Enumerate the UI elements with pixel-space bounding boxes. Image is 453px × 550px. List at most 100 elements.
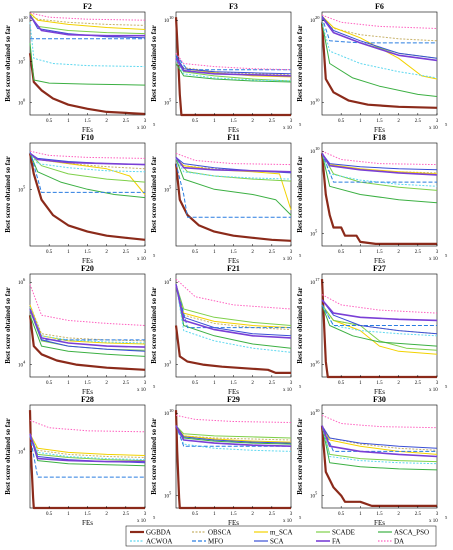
x-axis-label: FEs [228,126,239,134]
x-tick-label: 2.5 [415,250,422,255]
y-tick-exponent: 4 [23,360,26,365]
x-multiplier-exponent: 5 [153,253,156,258]
x-tick-label: 1.5 [376,381,383,386]
series-line-da [175,278,292,310]
x-tick-label: 1 [213,512,216,517]
x-tick-label: 2 [397,250,400,255]
series-line-acwoa [175,60,292,82]
series-line-fa [321,16,438,62]
y-tick-label: 10 [164,412,170,417]
plot-area [175,273,292,378]
x-tick-label: 0.5 [338,250,345,255]
x-tick-label: 2.5 [269,250,276,255]
series-line-mfo [321,304,437,326]
x-tick-label: 3 [290,250,293,255]
y-tick-label: 10 [310,19,316,24]
series-line-da [29,12,146,21]
y-tick-exponent: 5 [169,98,172,103]
legend-label: DA [394,538,404,546]
y-tick-label: 10 [18,19,24,24]
x-tick-label: 1 [213,250,216,255]
series-line-fa [29,15,145,37]
series-line-ggbda [320,153,437,245]
series-line-asca-pso [321,22,438,97]
x-tick-label: 2 [105,512,108,517]
series-line-acwoa [29,306,146,344]
x-multiplier: x 10 [137,519,146,524]
series-line-da [175,414,292,423]
series-line-fa [29,152,146,166]
y-tick-exponent: 10 [169,408,174,413]
series-line-sca [29,14,146,39]
series-line-asca-pso [321,153,438,204]
x-tick-label: 2 [251,381,254,386]
y-axis-label: Best score obtained so far [150,25,158,101]
y-tick-label: 10 [164,102,170,107]
x-tick-label: 2 [105,119,108,124]
series-line-sca [321,15,438,59]
series-line-obsca [29,433,146,458]
y-tick-exponent: 5 [169,491,172,496]
x-tick-label: 2 [397,119,400,124]
x-tick-label: 3 [436,512,439,517]
x-axis-label: FEs [374,257,385,265]
panel-title: F6 [375,2,384,11]
y-axis-label: Best score obtained so far [296,25,304,101]
y-tick-label: 10 [310,102,316,107]
x-tick-label: 3 [144,512,147,517]
x-tick-label: 1.5 [84,119,91,124]
x-multiplier-exponent: 5 [153,384,156,389]
x-tick-label: 1.5 [84,250,91,255]
x-tick-label: 1 [359,250,362,255]
x-multiplier: x 10 [137,126,146,131]
x-tick-label: 1.5 [84,381,91,386]
series-line-mfo [29,435,145,478]
series-line-acwoa [29,22,146,68]
x-tick-label: 3 [290,381,293,386]
legend-label: FA [332,538,340,546]
x-multiplier: x 10 [429,519,438,524]
x-multiplier-exponent: 5 [153,515,156,520]
plot-area [29,273,146,378]
x-tick-label: 3 [436,119,439,124]
y-tick-exponent: 3 [169,360,172,365]
legend-label: SCA [270,538,284,546]
y-tick-exponent: 4 [23,446,26,451]
x-tick-label: 1.5 [376,512,383,517]
x-tick-label: 0.5 [338,512,345,517]
x-tick-label: 2.5 [123,119,130,124]
series-line-ggbda [320,22,438,109]
series-line-ggbda [28,410,145,510]
series-line-scade [321,304,438,351]
x-tick-label: 3 [144,119,147,124]
x-axis-label: FEs [228,519,239,527]
x-multiplier: x 10 [283,388,292,393]
panel-title: F3 [229,2,238,11]
series-line-fa [175,284,292,339]
x-tick-label: 0.5 [46,381,53,386]
legend-label: MFO [208,538,223,546]
x-tick-label: 1.5 [376,119,383,124]
series-line-scade [175,425,292,439]
series-line-acwoa [175,425,292,452]
x-tick-label: 0.5 [46,119,53,124]
x-axis-label: FEs [374,126,385,134]
series-line-asca-pso [29,315,146,357]
series-line-asca-pso [29,153,146,199]
y-tick-exponent: 10 [23,15,28,20]
series-line-obsca [29,152,146,170]
panel-title: F30 [373,395,386,404]
series-line-ggbda [320,425,437,507]
x-axis-label: FEs [374,519,385,527]
series-line-da [29,150,146,159]
series-line-sca [175,425,292,444]
x-tick-label: 0.5 [338,119,345,124]
y-tick-label: 10 [18,450,24,455]
y-tick-label: 10 [164,281,170,286]
x-tick-label: 1 [67,381,70,386]
y-tick-exponent: 10 [315,98,320,103]
series-line-fa [175,57,292,77]
x-tick-label: 0.5 [192,381,199,386]
series-line-fa [29,433,145,463]
series-line-ggbda [174,325,291,374]
